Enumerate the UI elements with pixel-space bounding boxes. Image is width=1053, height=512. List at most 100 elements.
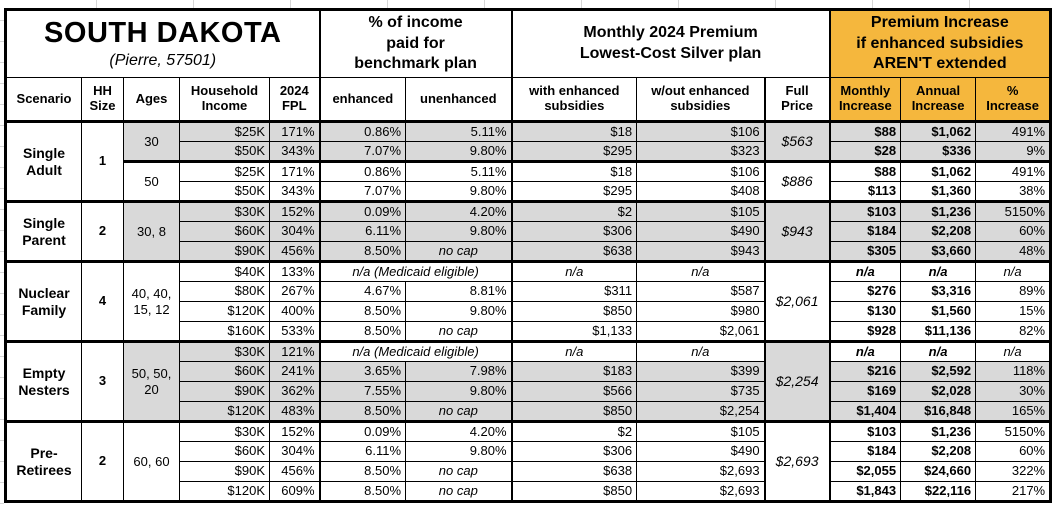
cell-annual-increase[interactable]: $1,062 <box>900 120 977 142</box>
cell-enhanced-pct[interactable]: 8.50% <box>318 481 407 502</box>
cell-unenhanced-pct[interactable]: 4.20% <box>405 200 513 222</box>
cell-with-subsidies[interactable]: $566 <box>510 381 638 402</box>
cell-pct-increase[interactable]: 82% <box>975 321 1052 342</box>
col-header-annual-increase[interactable]: Annual Increase <box>900 77 977 123</box>
cell-ages[interactable]: 30, 8 <box>123 200 180 262</box>
cell-wout-subsidies[interactable]: n/a <box>636 260 766 282</box>
cell-wout-subsidies[interactable]: $735 <box>636 381 766 402</box>
cell-unenhanced-pct[interactable]: 9.80% <box>405 441 513 462</box>
cell-enhanced-pct[interactable]: 8.50% <box>318 461 407 482</box>
cell-fpl[interactable]: 400% <box>268 301 321 322</box>
cell-unenhanced-pct[interactable]: 8.81% <box>405 281 513 302</box>
cell-annual-increase[interactable]: $2,208 <box>900 221 977 242</box>
cell-wout-subsidies[interactable]: $105 <box>636 420 766 442</box>
table-title-cell[interactable]: SOUTH DAKOTA (Pierre, 57501) <box>4 9 321 78</box>
cell-unenhanced-pct[interactable]: 9.80% <box>405 301 513 322</box>
cell-unenhanced-pct[interactable]: 5.11% <box>405 160 513 182</box>
cell-household-income[interactable]: $30K <box>179 420 270 442</box>
cell-wout-subsidies[interactable]: $106 <box>636 120 766 142</box>
cell-with-subsidies[interactable]: $18 <box>510 160 638 182</box>
cell-ages[interactable]: 50, 50, 20 <box>123 340 180 422</box>
cell-pct-increase[interactable]: 5150% <box>975 420 1052 442</box>
cell-unenhanced-pct[interactable]: 7.98% <box>405 361 513 382</box>
cell-hh-size[interactable]: 3 <box>81 340 124 422</box>
cell-enhanced-pct[interactable]: 0.09% <box>318 200 407 222</box>
cell-annual-increase[interactable]: $2,028 <box>900 381 977 402</box>
cell-medicaid-note[interactable]: n/a (Medicaid eligible) <box>318 260 513 282</box>
cell-wout-subsidies[interactable]: $490 <box>636 221 766 242</box>
cell-monthly-increase[interactable]: $184 <box>828 441 902 462</box>
cell-full-price[interactable]: $886 <box>763 160 831 202</box>
cell-pct-increase[interactable]: 60% <box>975 441 1052 462</box>
cell-annual-increase[interactable]: $16,848 <box>900 401 977 422</box>
cell-pct-increase[interactable]: 118% <box>975 361 1052 382</box>
cell-annual-increase[interactable]: $336 <box>900 141 977 162</box>
cell-annual-increase[interactable]: $1,236 <box>900 200 977 222</box>
cell-enhanced-pct[interactable]: 8.50% <box>318 301 407 322</box>
cell-monthly-increase[interactable]: $184 <box>828 221 902 242</box>
cell-pct-increase[interactable]: 89% <box>975 281 1052 302</box>
cell-full-price[interactable]: $2,693 <box>763 420 831 502</box>
cell-household-income[interactable]: $60K <box>179 221 270 242</box>
cell-fpl[interactable]: 609% <box>268 481 321 502</box>
cell-wout-subsidies[interactable]: $106 <box>636 160 766 182</box>
cell-pct-increase[interactable]: 60% <box>975 221 1052 242</box>
cell-fpl[interactable]: 304% <box>268 221 321 242</box>
cell-pct-increase[interactable]: 48% <box>975 241 1052 262</box>
cell-wout-subsidies[interactable]: $2,693 <box>636 481 766 502</box>
cell-wout-subsidies[interactable]: n/a <box>636 340 766 362</box>
cell-with-subsidies[interactable]: $850 <box>510 301 638 322</box>
cell-wout-subsidies[interactable]: $2,693 <box>636 461 766 482</box>
cell-annual-increase[interactable]: $1,062 <box>900 160 977 182</box>
cell-pct-increase[interactable]: 9% <box>975 141 1052 162</box>
cell-enhanced-pct[interactable]: 8.50% <box>318 321 407 342</box>
col-header-ages[interactable]: Ages <box>123 77 180 123</box>
cell-fpl[interactable]: 304% <box>268 441 321 462</box>
cell-household-income[interactable]: $30K <box>179 340 270 362</box>
cell-with-subsidies[interactable]: n/a <box>510 260 638 282</box>
cell-hh-size[interactable]: 2 <box>81 420 124 502</box>
cell-household-income[interactable]: $120K <box>179 401 270 422</box>
cell-fpl[interactable]: 483% <box>268 401 321 422</box>
cell-monthly-increase[interactable]: $1,843 <box>828 481 902 502</box>
cell-unenhanced-pct[interactable]: 9.80% <box>405 181 513 202</box>
cell-annual-increase[interactable]: $2,592 <box>900 361 977 382</box>
cell-wout-subsidies[interactable]: $2,254 <box>636 401 766 422</box>
cell-household-income[interactable]: $25K <box>179 120 270 142</box>
group-header-premium-increase[interactable]: Premium Increase if enhanced subsidies A… <box>828 9 1052 78</box>
cell-fpl[interactable]: 533% <box>268 321 321 342</box>
cell-monthly-increase[interactable]: $169 <box>828 381 902 402</box>
col-header-monthly-increase[interactable]: Monthly Increase <box>828 77 902 123</box>
cell-fpl[interactable]: 267% <box>268 281 321 302</box>
cell-annual-increase[interactable]: $24,660 <box>900 461 977 482</box>
cell-unenhanced-pct[interactable]: no cap <box>405 461 513 482</box>
group-header-benchmark-plan[interactable]: % of income paid for benchmark plan <box>318 9 513 78</box>
cell-enhanced-pct[interactable]: 4.67% <box>318 281 407 302</box>
cell-fpl[interactable]: 456% <box>268 461 321 482</box>
cell-full-price[interactable]: $563 <box>763 120 831 162</box>
cell-unenhanced-pct[interactable]: no cap <box>405 401 513 422</box>
cell-annual-increase[interactable]: $1,236 <box>900 420 977 442</box>
cell-fpl[interactable]: 152% <box>268 420 321 442</box>
cell-enhanced-pct[interactable]: 7.07% <box>318 181 407 202</box>
cell-enhanced-pct[interactable]: 7.55% <box>318 381 407 402</box>
cell-full-price[interactable]: $2,061 <box>763 260 831 342</box>
col-header-unenhanced[interactable]: unenhanced <box>405 77 513 123</box>
cell-household-income[interactable]: $40K <box>179 260 270 282</box>
cell-monthly-increase[interactable]: $276 <box>828 281 902 302</box>
cell-ages[interactable]: 30 <box>123 120 180 162</box>
cell-ages[interactable]: 60, 60 <box>123 420 180 502</box>
cell-household-income[interactable]: $90K <box>179 381 270 402</box>
cell-hh-size[interactable]: 2 <box>81 200 124 262</box>
cell-household-income[interactable]: $60K <box>179 361 270 382</box>
cell-scenario[interactable]: Nuclear Family <box>5 260 82 342</box>
cell-annual-increase[interactable]: n/a <box>900 340 977 362</box>
cell-wout-subsidies[interactable]: $399 <box>636 361 766 382</box>
cell-unenhanced-pct[interactable]: 9.80% <box>405 381 513 402</box>
cell-pct-increase[interactable]: n/a <box>975 260 1052 282</box>
cell-ages[interactable]: 50 <box>123 160 180 202</box>
cell-enhanced-pct[interactable]: 8.50% <box>318 401 407 422</box>
cell-pct-increase[interactable]: n/a <box>975 340 1052 362</box>
cell-household-income[interactable]: $90K <box>179 241 270 262</box>
cell-with-subsidies[interactable]: $2 <box>510 420 638 442</box>
